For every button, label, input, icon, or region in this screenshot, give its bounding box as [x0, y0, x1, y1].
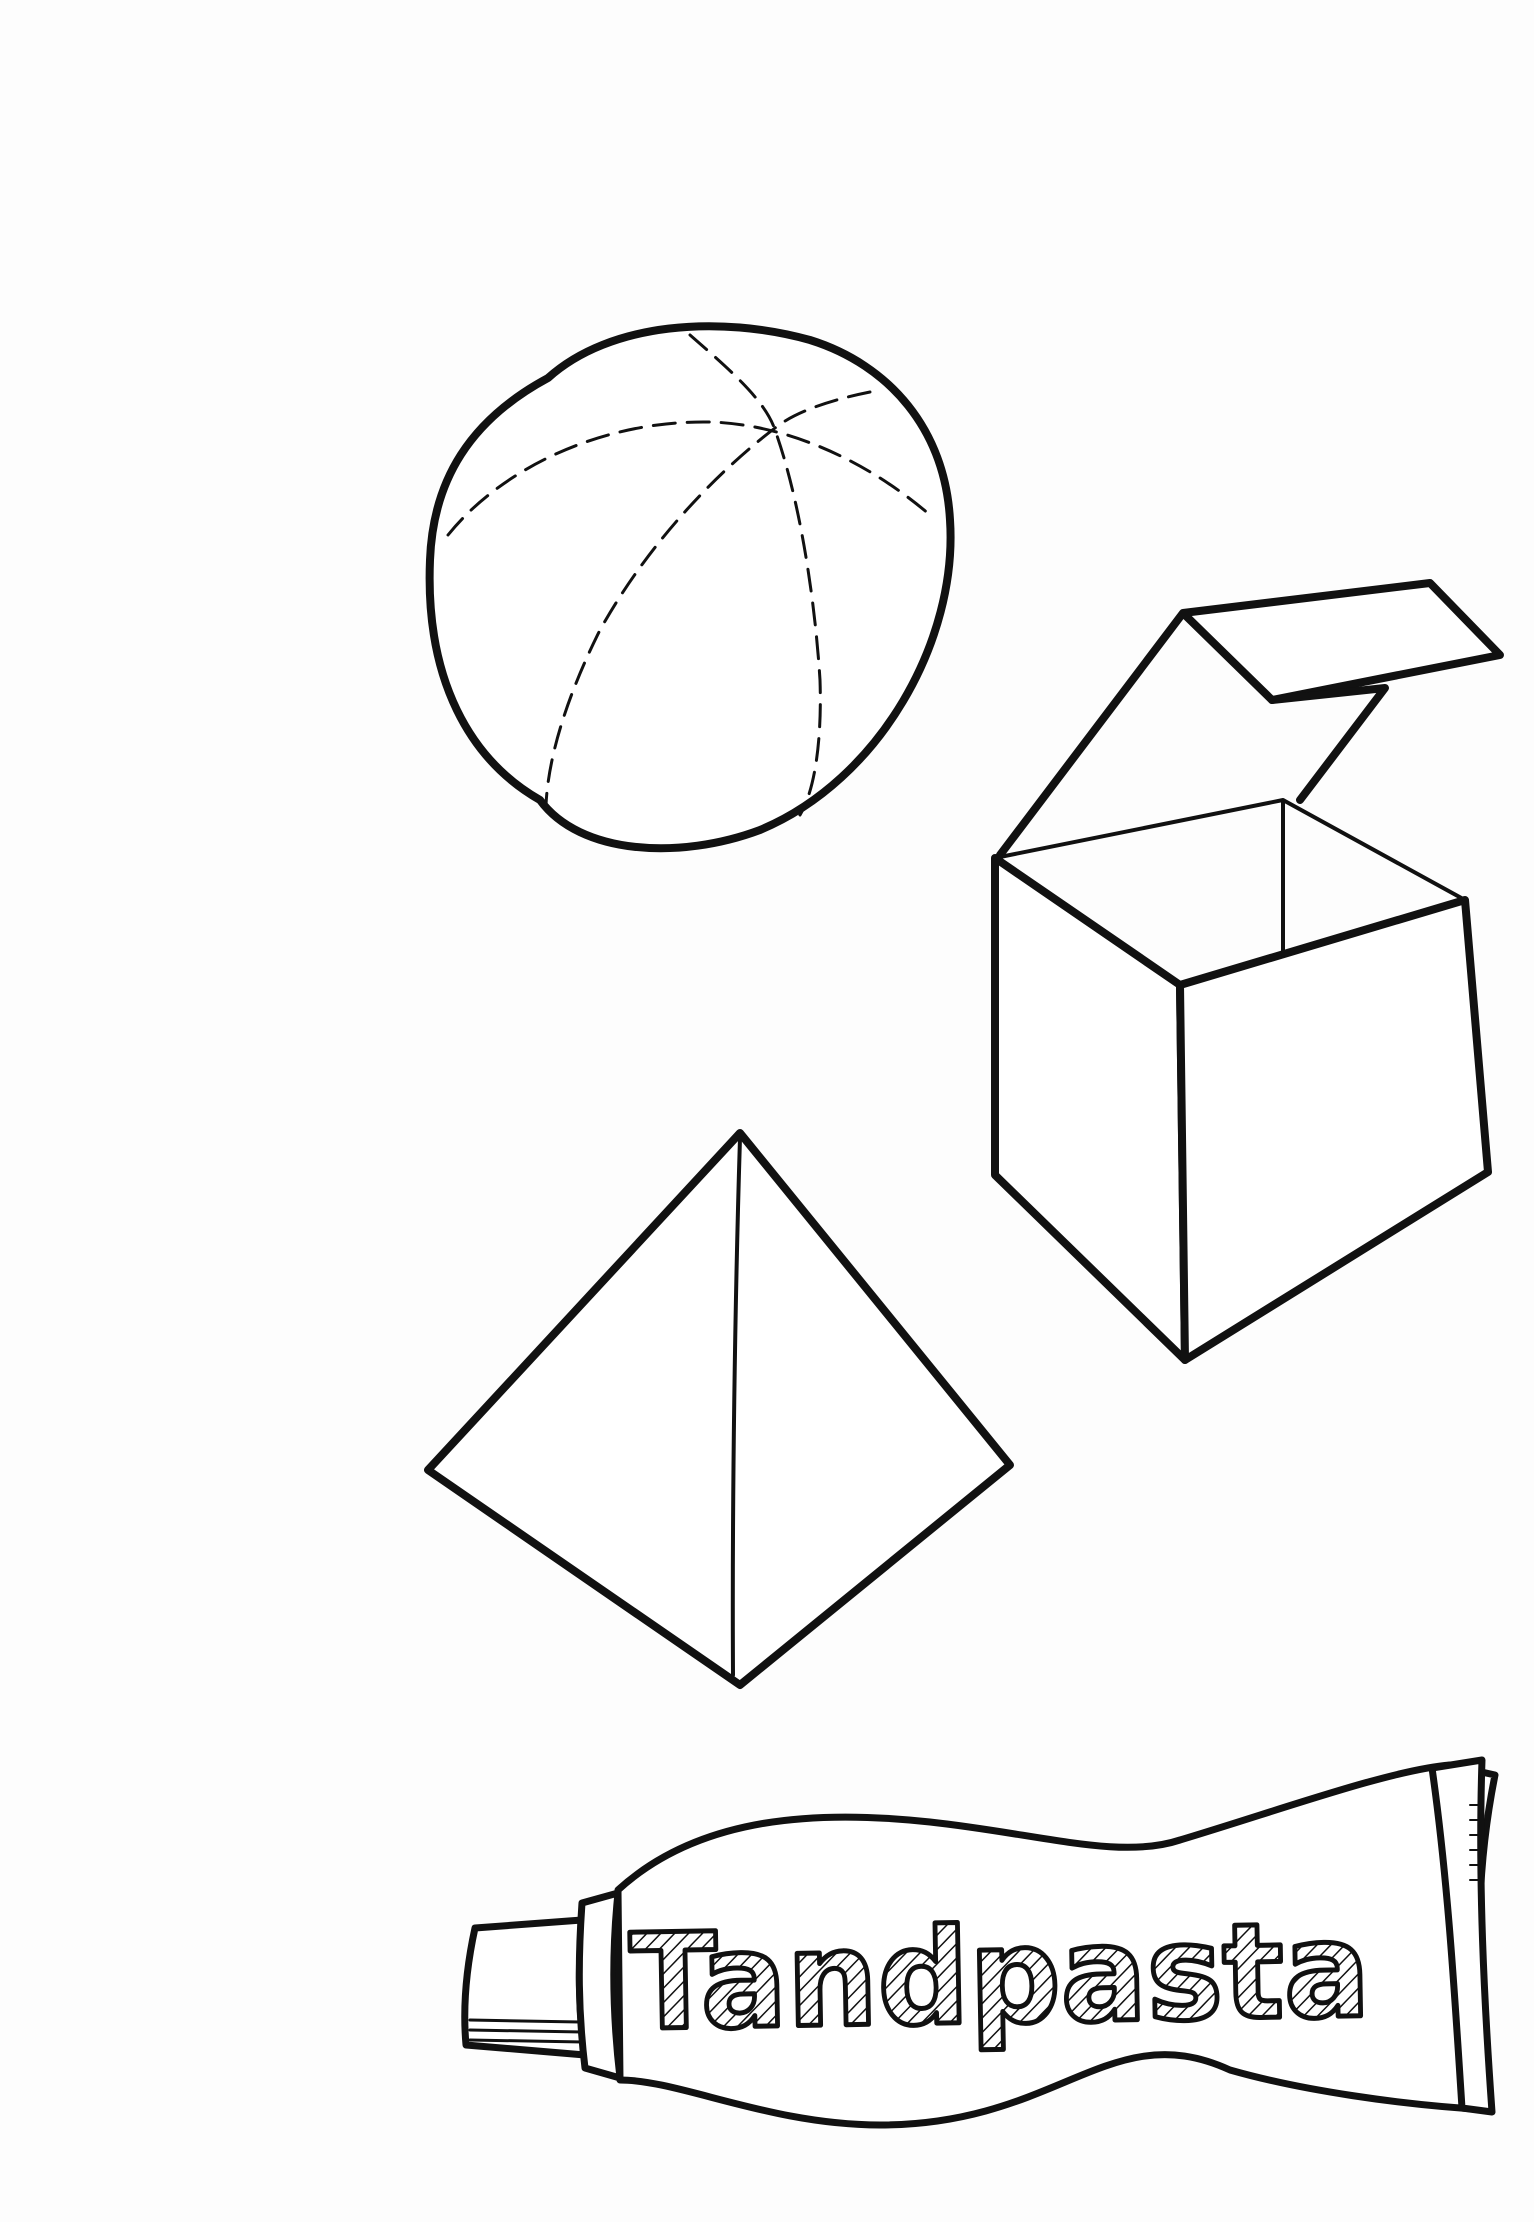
box-lid-flap [996, 579, 1504, 859]
box-front-left-face [991, 854, 1189, 1364]
pyramid-drawing [424, 1129, 1014, 1689]
tube-crimp-marks [1469, 1804, 1479, 1881]
sphere-seam-3 [544, 390, 872, 807]
sphere-seam-1 [688, 333, 822, 817]
sphere-outline [425, 322, 955, 853]
sphere-drawing [425, 322, 955, 853]
box-inner-back [993, 798, 1467, 957]
box-front-right-face [1176, 896, 1492, 1364]
tube-neck [575, 1889, 624, 2082]
tube-cap [461, 1916, 589, 2059]
box-lid-hinge [1268, 684, 1389, 804]
toothpaste-tube-drawing: Tandpasta [461, 1756, 1499, 2129]
tube-cap-ridges [468, 2018, 585, 2044]
open-box-drawing [991, 579, 1504, 1364]
sphere-seam-2 [446, 420, 932, 537]
pyramid-outline [424, 1129, 1014, 1689]
pyramid-front-edge [730, 1136, 742, 1677]
tube-crimp-end [1428, 1756, 1496, 2116]
toothpaste-label: Tandpasta [629, 1894, 1372, 2061]
